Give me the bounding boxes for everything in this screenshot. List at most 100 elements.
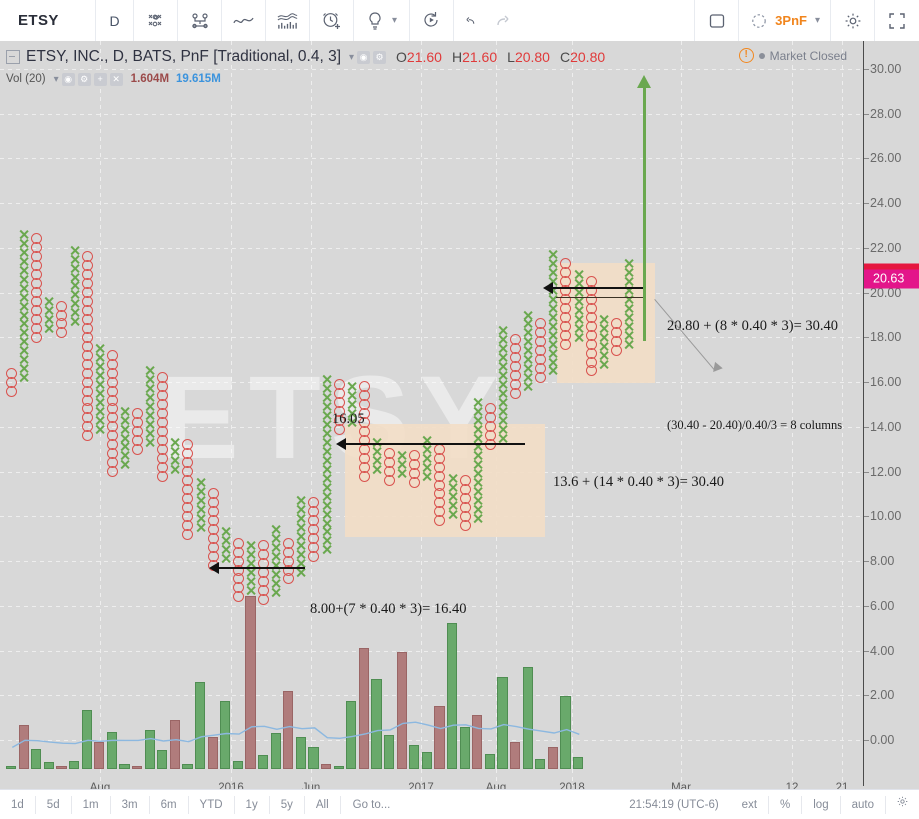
chevron-down-icon[interactable]: ▾ [53,73,59,85]
status-dot-icon [758,52,765,59]
compare-icon[interactable] [178,0,222,41]
pnf-o-mark [333,378,345,390]
grid-line-v [792,41,793,786]
ohlc-low: L20.80 [507,49,550,65]
range-button-all[interactable]: All [305,795,341,814]
pnf-settings-button[interactable]: 3PnF ▾ [739,0,831,41]
grid-line-h [0,561,863,563]
price-pane[interactable]: ETSY 16.05 8.00+(7 * 0.40 * 3)= 16.40 13.6… [0,41,863,786]
volume-bar [18,724,29,769]
range-button-6m[interactable]: 6m [150,795,189,814]
volume-bar [484,753,495,769]
volume-bar [409,745,420,769]
measurement-arrow-line[interactable] [552,287,645,289]
add-indicator-icon[interactable]: + [93,72,107,86]
volume-bar [421,752,432,769]
price-tick-dash [864,158,869,160]
price-tick-dash [864,382,869,384]
volume-bar [94,741,105,769]
gear-icon[interactable] [831,0,875,41]
volume-bar [31,748,42,769]
price-tick: 28.00 [870,106,902,121]
price-tick-dash [864,113,869,115]
price-tick-dash [864,203,869,205]
chart-legend: ETSY, INC., D, BATS, PnF [Traditional, 0… [6,47,605,89]
scale-option-ext[interactable]: ext [731,795,770,814]
price-tick: 30.00 [870,62,902,76]
range-button-5d[interactable]: 5d [36,795,72,814]
scale-option-percent[interactable]: % [769,795,803,814]
projection-arrow-shaft[interactable] [643,88,646,341]
indicators-icon[interactable] [266,0,310,41]
measurement-arrow-line[interactable] [218,567,305,569]
ohlc-close: C20.80 [559,49,606,65]
chevron-down-icon[interactable]: ▾ [391,15,398,26]
line-tool-icon[interactable] [222,0,266,41]
pnf-o-mark [585,275,597,287]
bottom-toolbar: 1d 5d 1m 3m 6m YTD 1y 5y All Go to... 21:54:19 (… [0,789,919,819]
price-tick: 20.00 [870,285,902,300]
interval-button[interactable]: D [96,0,134,41]
secondary-level-line[interactable] [556,297,646,298]
warning-icon: ! [738,48,754,63]
alarm-icon[interactable] [310,0,354,41]
price-tick: 0.00 [870,733,895,747]
price-tick-dash [864,471,869,473]
price-tick: 10.00 [870,509,902,524]
pnf-o-mark [106,349,118,361]
volume-settings-icon[interactable]: ⚙ [77,72,91,86]
chart-area[interactable]: ETSY 16.05 8.00+(7 * 0.40 * 3)= 16.40 13.6… [0,41,919,786]
price-tick: 26.00 [870,151,902,166]
range-button-5y[interactable]: 5y [270,795,305,814]
volume-bar [459,726,470,769]
goto-button[interactable]: Go to... [352,798,391,811]
range-button-1d[interactable]: 1d [0,795,36,814]
scale-option-auto[interactable]: auto [841,795,886,814]
measurement-arrow-line[interactable] [345,443,525,445]
series-settings-icon[interactable]: ⚙ [373,50,387,64]
scale-option-log[interactable]: log [802,795,841,814]
price-scale[interactable]: 30.00 28.00 26.00 24.00 22.00 20.00 18.00 16.00… [863,41,919,786]
eye-icon[interactable]: ◉ [357,50,371,64]
chevron-down-icon[interactable]: ▾ [814,15,820,26]
label-target-1[interactable]: 8.00+(7 * 0.40 * 3)= 16.40 [310,601,467,617]
chart-properties-icon[interactable] [886,795,919,814]
grid-line-h [0,69,863,70]
close-icon[interactable]: ✕ [109,72,123,86]
range-button-1y[interactable]: 1y [235,795,270,814]
measurement-arrow-head [543,282,553,294]
replay-icon[interactable] [410,0,454,41]
volume-bar [169,719,180,769]
fullscreen-icon[interactable] [875,0,919,41]
volume-value-b: 19.615M [176,73,221,85]
redo-icon[interactable] [488,0,696,41]
volume-bar [547,746,558,769]
pnf-o-mark [81,251,93,263]
grid-line-v [681,41,682,786]
label-16-05[interactable]: 16.05 [332,411,365,427]
volume-bar [346,701,357,769]
pnf-chart-icon[interactable] [134,0,178,41]
label-target-2[interactable]: 13.6 + (14 * 0.40 * 3)= 30.40 [553,474,725,490]
eye-icon[interactable]: ◉ [61,72,75,86]
label-target-3[interactable]: 20.80 + (8 * 0.40 * 3)= 30.40 [667,318,839,334]
volume-bar [157,750,168,769]
volume-bar [119,763,130,769]
collapse-icon[interactable] [6,50,20,64]
lightbulb-icon[interactable]: ▾ [354,0,410,41]
undo-icon[interactable] [454,0,488,41]
range-button-ytd[interactable]: YTD [189,795,235,814]
price-tick-dash [864,337,869,339]
volume-bar [371,679,382,769]
label-columns[interactable]: (30.40 - 20.40)/0.40/3 = 8 columns [667,418,843,432]
range-button-1m[interactable]: 1m [72,795,111,814]
chevron-down-icon[interactable]: ▾ [349,51,355,63]
range-button-3m[interactable]: 3m [111,795,150,814]
volume-bar [472,714,483,769]
symbol-search-button[interactable]: ETSY [0,0,96,41]
volume-bar [321,763,332,769]
pnf-o-mark [6,367,17,379]
pnf-o-mark [560,258,572,270]
layout-icon[interactable] [695,0,740,41]
current-price-badge: 20.63 [864,263,919,289]
